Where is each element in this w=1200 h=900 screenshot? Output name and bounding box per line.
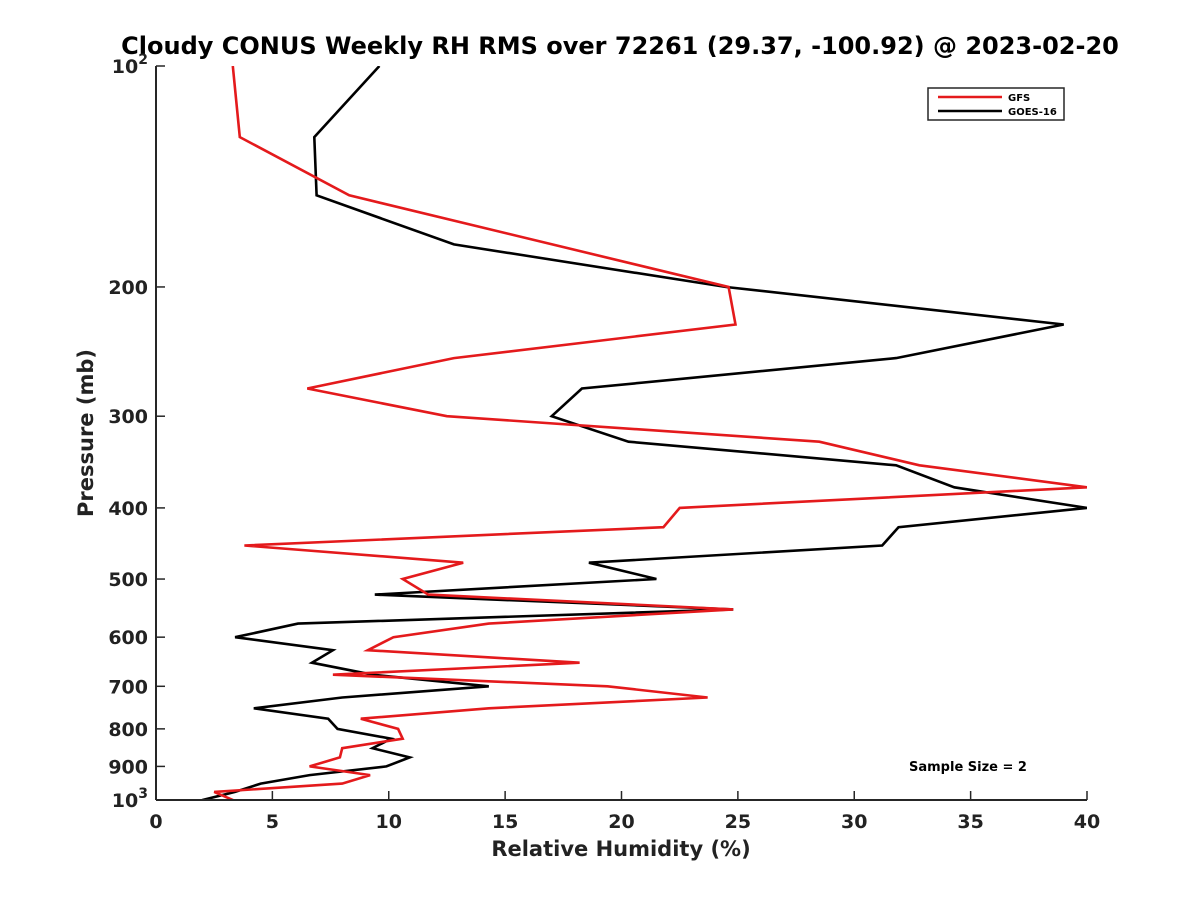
- y-tick-label: 500: [108, 569, 148, 591]
- x-axis-ticks: 0 5 10 15 20 25 30 35 40: [149, 791, 1100, 833]
- y-tick-label: 400: [108, 498, 148, 520]
- x-tick-label: 5: [266, 811, 279, 833]
- y-tick-label: 600: [108, 627, 148, 649]
- y-tick-label: 900: [108, 756, 148, 778]
- y-tick-label: 102: [112, 52, 148, 78]
- y-tick-label: 300: [108, 406, 148, 428]
- legend: GFS GOES-16: [927, 87, 1065, 121]
- legend-label-goes16: GOES-16: [1008, 107, 1057, 118]
- x-tick-label: 15: [492, 811, 518, 833]
- x-axis-label: Relative Humidity (%): [491, 837, 750, 861]
- series-layer: [199, 66, 1087, 800]
- plot-area: [199, 66, 1087, 800]
- sample-size-annotation: Sample Size = 2: [909, 760, 1027, 775]
- y-tick-label: 700: [108, 676, 148, 698]
- legend-box: [927, 87, 1065, 121]
- chart-title: Cloudy CONUS Weekly RH RMS over 72261 (2…: [121, 32, 1119, 60]
- x-tick-label: 20: [608, 811, 634, 833]
- series-line-gfs: [213, 66, 1087, 800]
- y-tick-label: 103: [112, 786, 148, 812]
- x-tick-label: 10: [376, 811, 402, 833]
- x-tick-label: 0: [149, 811, 162, 833]
- y-tick-base: 10: [112, 56, 138, 78]
- x-tick-label: 35: [957, 811, 983, 833]
- y-axis-label: Pressure (mb): [74, 349, 98, 517]
- x-tick-label: 30: [841, 811, 867, 833]
- x-tick-label: 25: [725, 811, 751, 833]
- y-tick-label: 800: [108, 719, 148, 741]
- y-tick-base: 10: [112, 790, 138, 812]
- y-tick-exponent: 2: [138, 52, 148, 68]
- y-tick-exponent: 3: [138, 786, 148, 802]
- x-tick-label: 40: [1074, 811, 1100, 833]
- y-tick-label: 200: [108, 277, 148, 299]
- legend-label-gfs: GFS: [1008, 93, 1030, 104]
